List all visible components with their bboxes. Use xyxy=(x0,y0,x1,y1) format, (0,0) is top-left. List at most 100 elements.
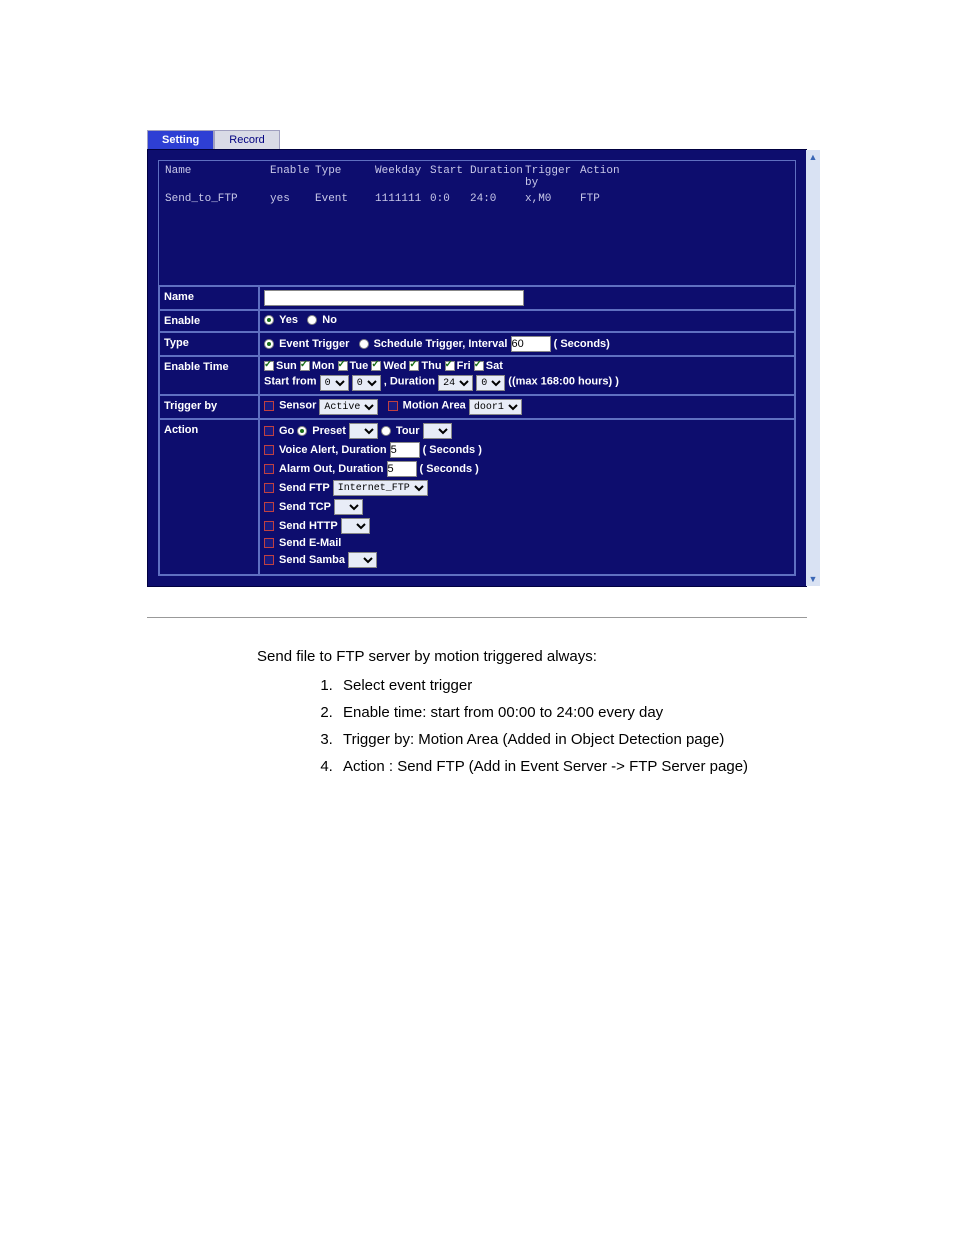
day-label-thu: Thu xyxy=(421,360,441,372)
dur-hh[interactable]: 24 xyxy=(438,375,473,391)
check-sendftp-label: Send FTP xyxy=(279,482,330,494)
radio-enable-yes[interactable] xyxy=(264,315,274,325)
voice-duration-input[interactable] xyxy=(390,442,420,458)
check-motion[interactable] xyxy=(388,401,398,411)
sendhttp-select[interactable] xyxy=(341,518,370,534)
interval-seconds-label: ( Seconds) xyxy=(554,338,610,350)
day-label-tue: Tue xyxy=(350,360,369,372)
sendftp-select[interactable]: Internet_FTP xyxy=(333,480,428,496)
check-sendsamba-label: Send Samba xyxy=(279,554,345,566)
max-label: ((max 168:00 hours) ) xyxy=(508,376,619,388)
check-motion-label: Motion Area xyxy=(403,400,466,412)
tab-record[interactable]: Record xyxy=(214,130,279,149)
sendsamba-select[interactable] xyxy=(348,552,377,568)
radio-tour-label: Tour xyxy=(396,425,420,437)
day-label-mon: Mon xyxy=(312,360,335,372)
col-weekday: Weekday xyxy=(375,165,430,189)
col-type: Type xyxy=(315,165,375,189)
rule-form: Name Enable Yes No Type Event Trigger Sc xyxy=(158,286,796,576)
check-day-fri[interactable] xyxy=(445,361,455,371)
doc-text: Send file to FTP server by motion trigge… xyxy=(147,648,807,775)
check-alarm[interactable] xyxy=(264,464,274,474)
check-day-sat[interactable] xyxy=(474,361,484,371)
check-sensor[interactable] xyxy=(264,401,274,411)
label-type: Type xyxy=(159,332,259,356)
check-day-thu[interactable] xyxy=(409,361,419,371)
table-row[interactable]: Send_to_FTP yes Event 1111111 0:0 24:0 x… xyxy=(159,191,795,285)
doc-list: Select event trigger Enable time: start f… xyxy=(257,677,807,775)
check-sendtcp-label: Send TCP xyxy=(279,501,331,513)
label-enable-time: Enable Time xyxy=(159,356,259,395)
check-go[interactable] xyxy=(264,426,274,436)
doc-item: Enable time: start from 00:00 to 24:00 e… xyxy=(337,704,807,721)
cell-weekday: 1111111 xyxy=(375,193,430,205)
check-sendsamba[interactable] xyxy=(264,555,274,565)
check-sendtcp[interactable] xyxy=(264,502,274,512)
settings-panel: ▲ ▼ Name Enable Type Weekday Start Durat… xyxy=(147,149,807,587)
preset-select[interactable] xyxy=(349,423,378,439)
separator xyxy=(147,617,807,618)
tab-setting[interactable]: Setting xyxy=(147,130,214,149)
cell-enable: yes xyxy=(270,193,315,205)
start-from-label: Start from xyxy=(264,376,317,388)
tour-select[interactable] xyxy=(423,423,452,439)
check-go-label: Go xyxy=(279,425,294,437)
panel-scrollbar[interactable]: ▲ ▼ xyxy=(806,150,820,586)
col-duration: Duration xyxy=(470,165,525,189)
radio-type-schedule-label: Schedule Trigger, Interval xyxy=(374,338,508,350)
scroll-down-icon[interactable]: ▼ xyxy=(806,572,820,586)
check-sendftp[interactable] xyxy=(264,483,274,493)
check-sendhttp[interactable] xyxy=(264,521,274,531)
radio-type-schedule[interactable] xyxy=(359,339,369,349)
check-sendemail[interactable] xyxy=(264,538,274,548)
cell-action: FTP xyxy=(580,193,789,205)
col-enable: Enable xyxy=(270,165,315,189)
doc-item: Select event trigger xyxy=(337,677,807,694)
label-action: Action xyxy=(159,419,259,575)
doc-item: Trigger by: Motion Area (Added in Object… xyxy=(337,731,807,748)
check-sendemail-label: Send E-Mail xyxy=(279,537,341,549)
motion-select[interactable]: door1 xyxy=(469,399,522,415)
radio-type-event[interactable] xyxy=(264,339,274,349)
cell-type: Event xyxy=(315,193,375,205)
check-day-mon[interactable] xyxy=(300,361,310,371)
check-day-sun[interactable] xyxy=(264,361,274,371)
col-name: Name xyxy=(165,165,270,189)
radio-type-event-label: Event Trigger xyxy=(279,338,349,350)
radio-tour[interactable] xyxy=(381,426,391,436)
start-mm[interactable]: 0 xyxy=(352,375,381,391)
col-trigger: Trigger by xyxy=(525,165,580,189)
cell-start: 0:0 xyxy=(430,193,470,205)
voice-seconds: ( Seconds ) xyxy=(423,444,482,456)
interval-input[interactable] xyxy=(511,336,551,352)
start-hh[interactable]: 0 xyxy=(320,375,349,391)
check-voice-label: Voice Alert, Duration xyxy=(279,444,387,456)
check-alarm-label: Alarm Out, Duration xyxy=(279,463,384,475)
check-day-wed[interactable] xyxy=(371,361,381,371)
doc-item: Action : Send FTP (Add in Event Server -… xyxy=(337,758,807,775)
name-input[interactable] xyxy=(264,290,524,306)
day-label-sat: Sat xyxy=(486,360,503,372)
cell-trigger: x,M0 xyxy=(525,193,580,205)
check-sensor-label: Sensor xyxy=(279,400,316,412)
dur-mm[interactable]: 0 xyxy=(476,375,505,391)
check-voice[interactable] xyxy=(264,445,274,455)
day-label-wed: Wed xyxy=(383,360,406,372)
rules-table: Name Enable Type Weekday Start Duration … xyxy=(158,160,796,286)
check-day-tue[interactable] xyxy=(338,361,348,371)
radio-enable-no[interactable] xyxy=(307,315,317,325)
radio-enable-no-label: No xyxy=(322,314,337,326)
days-row: Sun Mon Tue Wed Thu Fri Sat xyxy=(264,360,790,372)
col-start: Start xyxy=(430,165,470,189)
sendtcp-select[interactable] xyxy=(334,499,363,515)
radio-preset[interactable] xyxy=(297,426,307,436)
cell-name: Send_to_FTP xyxy=(165,193,270,205)
radio-preset-label: Preset xyxy=(312,425,346,437)
duration-label: , Duration xyxy=(384,376,435,388)
alarm-duration-input[interactable] xyxy=(387,461,417,477)
sensor-select[interactable]: Active xyxy=(319,399,378,415)
scroll-up-icon[interactable]: ▲ xyxy=(806,150,820,164)
label-enable: Enable xyxy=(159,310,259,332)
alarm-seconds: ( Seconds ) xyxy=(420,463,479,475)
cell-duration: 24:0 xyxy=(470,193,525,205)
